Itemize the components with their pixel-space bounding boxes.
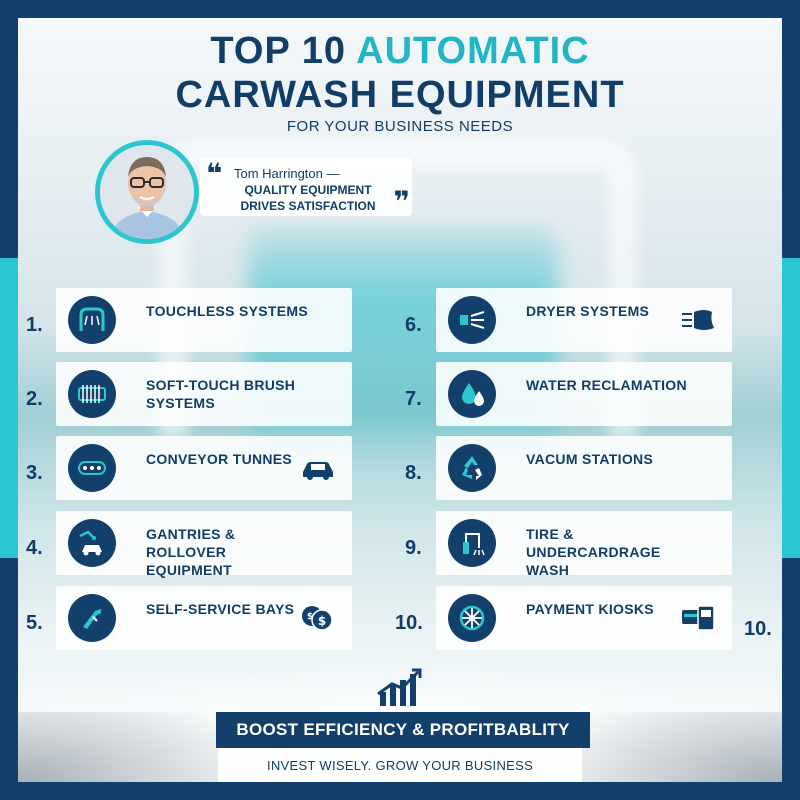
- card-reader-icon: [682, 605, 715, 631]
- item-label: TIRE & UNDERCARDRAGE WASH: [526, 526, 661, 578]
- item-label: WATER RECLAMATION: [526, 377, 687, 393]
- recycle-icon: [448, 444, 496, 492]
- item-number: 5.: [26, 612, 43, 634]
- car-icon: [303, 462, 333, 480]
- list-item-conveyor: CONVEYOR TUNNES: [56, 436, 352, 500]
- open-quote-icon: ❝: [206, 158, 223, 189]
- subtitle: FOR YOUR BUSINESS NEEDS: [286, 118, 514, 135]
- item-label: SELF-SERVICE BAYS: [146, 601, 295, 617]
- list-item-dryer: DRYER SYSTEMS: [436, 288, 732, 352]
- item-label: DRYER SYSTEMS: [526, 303, 650, 319]
- list-item-payment: PAYMENT KIOSKS: [436, 586, 732, 650]
- quote-text: QUALITY EQUIPMENT DRIVES SATISFACTION: [240, 183, 376, 213]
- title-word-top10: TOP 10: [210, 30, 346, 72]
- person-portrait-icon: [100, 145, 194, 239]
- list-item-touchless: TOUCHLESS SYSTEMS: [56, 288, 352, 352]
- title-word-automatic: AUTOMATIC: [356, 30, 590, 72]
- list-item-gantries: GANTRIES & ROLLOVER EQUIPMENT: [56, 511, 352, 578]
- item-number: 10.: [395, 612, 423, 634]
- item-number: 6.: [405, 314, 422, 336]
- item-label: SOFT-TOUCH BRUSH SYSTEMS: [146, 377, 296, 411]
- footer-tagline: INVEST WISELY. GROW YOUR BUSINESS: [266, 758, 534, 773]
- svg-text:$: $: [318, 614, 326, 628]
- item-number: 7.: [405, 388, 422, 410]
- item-number: 4.: [26, 537, 43, 559]
- gantry-car-icon: [68, 519, 116, 567]
- list-item-vacuum: VACUM STATIONS: [436, 436, 732, 500]
- conveyor-icon: [68, 444, 116, 492]
- item-label: VACUM STATIONS: [526, 451, 654, 467]
- list-item-tire: TIRE & UNDERCARDRAGE WASH: [436, 511, 732, 578]
- title-line-2: CARWASH EQUIPMENT: [175, 74, 625, 116]
- list-item-water: WATER RECLAMATION: [436, 362, 732, 426]
- item-number: 3.: [26, 462, 43, 484]
- brush-roller-icon: [68, 370, 116, 418]
- foam-shadow-left: [18, 712, 218, 782]
- wand-icon: [448, 519, 496, 567]
- item-number: 1.: [26, 314, 43, 336]
- item-label: CONVEYOR TUNNES: [146, 451, 293, 467]
- growth-chart-icon: [377, 668, 422, 706]
- coins-icon: $$: [302, 606, 333, 631]
- blower-icon: [682, 310, 714, 330]
- close-quote-icon: ❞: [393, 186, 410, 217]
- water-drops-icon: [448, 370, 496, 418]
- item-label: PAYMENT KIOSKS: [526, 601, 654, 617]
- foam-shadow-right: [582, 712, 782, 782]
- item-number: 9.: [405, 537, 422, 559]
- item-label: GANTRIES & ROLLOVER EQUIPMENT: [146, 526, 236, 578]
- cta-banner: BOOST EFFICIENCY & PROFITBABLITY: [216, 712, 590, 748]
- author-avatar: [95, 140, 199, 244]
- item-number: 2.: [26, 388, 43, 410]
- quote-box: ❝ Tom Harrington — QUALITY EQUIPMENT DRI…: [200, 158, 412, 216]
- wheel-icon: [448, 594, 496, 642]
- list-item-soft-touch: SOFT-TOUCH BRUSH SYSTEMS: [56, 362, 352, 426]
- list-item-self-service: SELF-SERVICE BAYS $ $: [56, 586, 352, 650]
- dryer-icon: [448, 296, 496, 344]
- title-line-1: TOP 10 AUTOMATIC: [0, 30, 800, 73]
- spray-gun-icon: [68, 594, 116, 642]
- stray-number: 10.: [744, 618, 772, 640]
- item-label: TOUCHLESS SYSTEMS: [146, 303, 308, 319]
- svg-text:$: $: [307, 612, 313, 622]
- quote-author: Tom Harrington —: [234, 166, 340, 181]
- touchless-arch-icon: [68, 296, 116, 344]
- item-number: 8.: [405, 462, 422, 484]
